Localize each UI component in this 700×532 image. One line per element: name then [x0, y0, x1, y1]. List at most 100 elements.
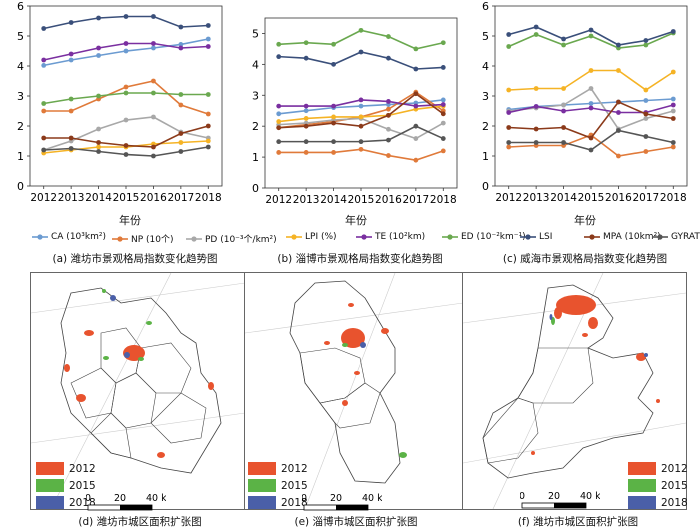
- data-point-gyrate: [96, 149, 101, 154]
- data-point-te: [561, 108, 566, 114]
- data-point-te: [506, 110, 512, 115]
- data-point-lsi: [178, 24, 184, 30]
- scale-bar-segment: [554, 503, 586, 508]
- caption-a: (a) 潍坊市景观格局指数变化趋势图: [52, 253, 218, 265]
- data-point-extra: [358, 146, 364, 152]
- y-tick-label: 1: [17, 150, 24, 163]
- legend-item-np: NP (10个): [112, 232, 174, 245]
- map-legend-year: 2015: [661, 479, 688, 492]
- data-point-lsi: [276, 54, 282, 60]
- legend-item-mpa: MPA (10km²): [584, 232, 661, 242]
- x-tick-label: 2012: [495, 192, 522, 204]
- data-point-ed: [303, 40, 309, 46]
- data-point-gyrate: [413, 123, 419, 129]
- data-point-lsi: [205, 23, 211, 28]
- map-legend-year: 2012: [69, 462, 96, 475]
- data-point-ca: [643, 98, 649, 103]
- data-point-lpi: [331, 114, 336, 120]
- data-point-gyrate: [276, 139, 282, 145]
- data-point-ed: [41, 101, 47, 106]
- data-point-te: [670, 102, 676, 108]
- data-point-mpa: [643, 111, 649, 117]
- data-point-ca: [358, 103, 364, 109]
- data-point-gyrate: [303, 139, 309, 145]
- legend-marker-icon: [186, 235, 202, 242]
- data-point-lpi: [96, 144, 101, 150]
- data-point-mpa: [506, 125, 512, 130]
- x-tick-label: 2014: [550, 192, 577, 204]
- chart-weihai: 0 1 2 3 4 5 6 2012 2013 2014 2015 2016 2017 2018: [482, 0, 688, 204]
- data-point-gyrate: [205, 144, 211, 150]
- scale-tick-label: 0: [302, 493, 307, 504]
- data-point-mpa: [386, 112, 391, 118]
- x-tick-label: 2017: [167, 192, 194, 204]
- data-point-mpa: [123, 143, 129, 148]
- x-tick-label: 2013: [293, 194, 320, 206]
- legend-label: NP (10个): [131, 235, 174, 245]
- data-point-mpa: [276, 125, 282, 131]
- legend-marker-icon: [356, 234, 372, 240]
- data-point-np: [506, 144, 512, 150]
- data-point-ed: [178, 92, 184, 97]
- data-point-ed: [561, 42, 566, 48]
- scale-tick-label: 20: [548, 491, 560, 502]
- map-legend-row-2012: 2012: [628, 462, 688, 475]
- scale-tick-label: 40 km: [580, 491, 600, 502]
- legend-marker-icon: [652, 234, 668, 240]
- data-point-mpa: [303, 123, 309, 129]
- data-point-ed: [276, 41, 282, 47]
- legend-label: ED (10⁻²km⁻¹): [461, 232, 526, 242]
- data-point-pd: [440, 120, 446, 126]
- data-point-np: [178, 102, 184, 108]
- data-point-lpi: [303, 116, 309, 121]
- x-tick-label: 2015: [113, 192, 140, 204]
- y-tick-label: 3: [17, 90, 24, 103]
- chart-weifang: 0 1 2 3 4 5 6 2012 2013 2014 2015 2016 2017 2018: [17, 0, 223, 204]
- y-tick-label: 1: [252, 151, 259, 164]
- data-point-lsi: [533, 24, 539, 30]
- x-tick-label: 2017: [632, 192, 659, 204]
- data-point-te: [331, 103, 336, 109]
- data-point-ca: [276, 111, 282, 117]
- data-point-te: [440, 102, 446, 107]
- data-point-lsi: [413, 66, 419, 72]
- legend-label: CA (10³km²): [51, 232, 106, 242]
- data-point-extra: [331, 150, 336, 155]
- data-point-pd: [386, 126, 391, 132]
- scale-tick-label: 20: [114, 493, 126, 504]
- data-point-ed: [386, 34, 391, 39]
- data-point-ed: [96, 93, 101, 99]
- data-point-lsi: [440, 65, 446, 70]
- data-point-pd: [643, 116, 649, 121]
- x-tick-label: 2014: [320, 194, 347, 206]
- map-legend-swatch: [628, 479, 656, 492]
- map-weihai-drawing: [462, 272, 687, 510]
- data-point-lsi: [303, 55, 309, 61]
- y-tick-label: 1: [482, 150, 489, 163]
- data-point-extra: [440, 148, 446, 154]
- data-point-np: [41, 108, 47, 114]
- data-point-lpi: [643, 87, 649, 93]
- data-point-lsi: [670, 29, 676, 34]
- chart-c-xlabel: 年份: [574, 214, 596, 227]
- map-legend-row-2015: 2015: [36, 479, 96, 492]
- y-tick-label: 5: [252, 27, 259, 40]
- data-point-gyrate: [440, 136, 446, 141]
- legend-marker-icon: [32, 234, 48, 240]
- map-legend-year: 2015: [281, 479, 308, 492]
- data-point-ed: [331, 41, 336, 47]
- y-tick-label: 6: [482, 0, 489, 13]
- data-point-te: [616, 110, 621, 115]
- data-point-mpa: [413, 91, 419, 97]
- map-legend-year: 2018: [281, 496, 308, 509]
- data-point-mpa: [440, 111, 446, 117]
- data-point-pd: [123, 117, 129, 123]
- x-tick-label: 2018: [660, 192, 687, 204]
- series-legend: CA (10³km²) NP (10个) PD (10⁻³个/km²) LPI (%)…: [0, 226, 700, 252]
- caption-e: (e) 淄博市城区面积扩张图: [294, 516, 418, 528]
- x-tick-label: 2016: [140, 192, 167, 204]
- data-point-ca: [96, 53, 101, 58]
- data-point-lsi: [588, 27, 594, 33]
- x-tick-label: 2015: [348, 194, 375, 206]
- data-point-pd: [561, 102, 566, 108]
